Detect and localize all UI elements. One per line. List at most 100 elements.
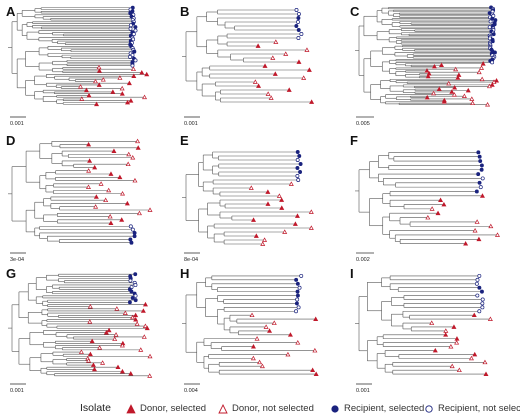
recipient-selected-tip	[132, 230, 137, 235]
recipient-not-selected-tip	[128, 23, 133, 28]
recipient-not-selected-tip	[131, 32, 136, 37]
donor-selected-tip	[115, 364, 121, 370]
recipient-selected-tip	[295, 166, 300, 170]
donor-selected-tip	[250, 343, 256, 349]
donor-not-selected-tip	[304, 47, 310, 52]
donor-selected-tip	[435, 210, 441, 216]
donor-selected-tip	[279, 205, 285, 210]
tree-panel-c: C 0.005	[350, 4, 500, 127]
recipient-selected-tip	[492, 50, 497, 55]
donor-selected-tip	[431, 63, 437, 69]
recipient-selected-tip	[476, 172, 481, 177]
donor-not-selected-tip	[147, 373, 153, 378]
donor-not-selected-tip	[448, 343, 454, 349]
donor-not-selected-tip	[456, 367, 462, 373]
recipient-not-selected-tip	[295, 158, 300, 162]
donor-not-selected-tip	[265, 91, 271, 96]
donor-not-selected-tip	[461, 93, 467, 99]
recipient-selected-tip	[491, 32, 496, 37]
donor-selected-tip	[128, 371, 134, 376]
donor-selected-tip	[480, 61, 486, 66]
recipient-not-selected-tip	[295, 297, 300, 302]
recipient-not-selected-tip	[294, 309, 298, 314]
donor-not-selected-tip	[474, 219, 480, 224]
donor-not-selected-tip	[254, 336, 260, 341]
recipient-selected-tip	[296, 28, 301, 32]
donor-not-selected-tip	[100, 77, 106, 82]
donor-selected-tip	[465, 87, 471, 93]
recipient-selected-tip	[294, 301, 299, 306]
recipient-selected-tip	[294, 24, 299, 28]
donor-selected-tip	[483, 371, 489, 376]
donor-not-selected-tip	[431, 90, 437, 96]
donor-selected-tip	[452, 85, 458, 90]
donor-selected-tip	[272, 71, 278, 76]
donor-not-selected-tip	[112, 336, 118, 341]
donor-selected-tip	[106, 327, 112, 333]
recipient-not-selected-tip	[487, 25, 492, 30]
donor-selected-tip	[86, 92, 92, 98]
donor-selected-tip	[294, 213, 300, 218]
donor-selected-tip	[94, 101, 100, 107]
donor-selected-tip	[96, 82, 102, 87]
panel-label: D	[6, 133, 15, 148]
tree-e	[182, 150, 314, 246]
donor-selected-tip	[432, 347, 438, 353]
panel-label: G	[6, 266, 16, 281]
open-circle-icon	[425, 405, 433, 413]
recipient-not-selected-tip	[477, 309, 482, 314]
recipient-selected-tip	[297, 154, 302, 158]
recipient-selected-tip	[130, 296, 135, 300]
scale-label: 0.002	[356, 257, 370, 263]
donor-selected-tip	[86, 141, 92, 147]
donor-not-selected-tip	[141, 334, 147, 339]
recipient-selected-tip	[132, 234, 137, 239]
donor-selected-tip	[439, 62, 444, 68]
donor-not-selected-tip	[126, 151, 132, 157]
recipient-not-selected-tip	[490, 60, 495, 65]
donor-selected-tip	[441, 99, 447, 104]
recipient-selected-tip	[296, 16, 301, 20]
donor-not-selected-tip	[472, 227, 478, 233]
donor-not-selected-tip	[119, 85, 125, 91]
donor-not-selected-tip	[125, 161, 131, 167]
recipient-selected-tip	[295, 293, 300, 298]
donor-not-selected-tip	[451, 92, 457, 97]
donor-not-selected-tip	[107, 213, 113, 219]
recipient-selected-tip	[477, 180, 482, 185]
donor-not-selected-tip	[138, 347, 144, 352]
donor-not-selected-tip	[482, 359, 488, 365]
donor-not-selected-tip	[78, 84, 83, 89]
recipient-not-selected-tip	[299, 32, 304, 36]
recipient-selected-tip	[132, 49, 137, 54]
donor-not-selected-tip	[117, 75, 123, 80]
panel-label: C	[350, 4, 360, 19]
recipient-not-selected-tip	[133, 293, 138, 298]
recipient-not-selected-tip	[299, 273, 304, 278]
donor-selected-tip	[471, 312, 477, 318]
donor-not-selected-tip	[86, 358, 92, 363]
donor-not-selected-tip	[295, 340, 301, 345]
donor-not-selected-tip	[96, 64, 102, 70]
recipient-selected-tip	[490, 16, 495, 21]
donor-selected-tip	[313, 316, 319, 321]
donor-selected-tip	[126, 80, 132, 86]
donor-selected-tip	[110, 89, 116, 94]
recipient-not-selected-tip	[133, 58, 138, 63]
scale-label: 3e-04	[10, 257, 24, 263]
donor-not-selected-tip	[257, 359, 263, 365]
legend-label: Recipient, selected	[344, 403, 425, 414]
tree-panel-a: A 0.001	[6, 4, 150, 127]
donor-selected-tip	[140, 308, 146, 313]
donor-not-selected-tip	[79, 96, 85, 101]
donor-not-selected-tip	[262, 237, 268, 242]
donor-selected-tip	[133, 316, 139, 322]
panel-label: F	[350, 133, 358, 148]
donor-not-selected-tip	[250, 355, 256, 361]
recipient-not-selected-tip	[130, 63, 135, 68]
recipient-not-selected-tip	[480, 301, 485, 306]
donor-not-selected-tip	[259, 363, 265, 369]
donor-not-selected-tip	[87, 303, 93, 309]
recipient-not-selected-tip	[130, 227, 135, 232]
donor-not-selected-tip	[282, 229, 288, 234]
